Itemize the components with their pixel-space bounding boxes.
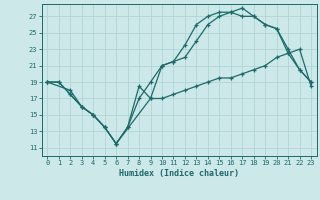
X-axis label: Humidex (Indice chaleur): Humidex (Indice chaleur) — [119, 169, 239, 178]
